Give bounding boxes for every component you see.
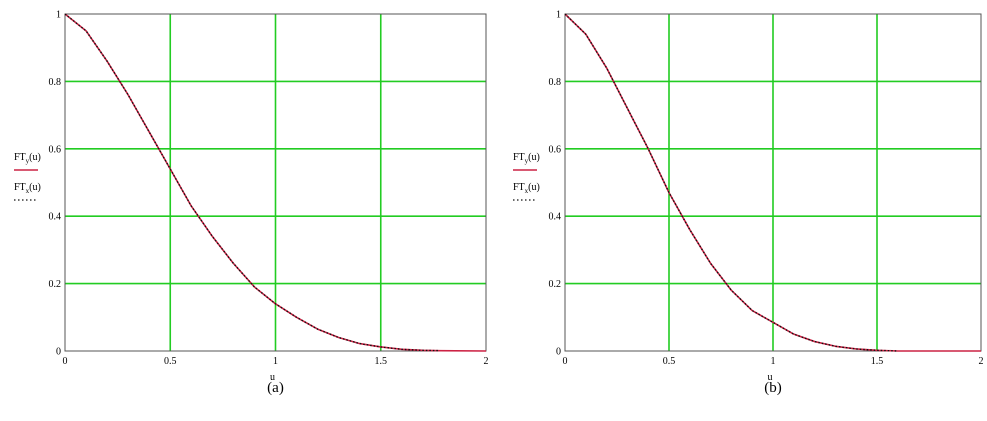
x-tick-label: 2: [484, 356, 489, 367]
plot-frame: [64, 13, 487, 352]
y-axis-series-label: FTx(u): [14, 182, 41, 195]
y-axis-series-label: FTy(u): [513, 152, 540, 165]
x-tick-label: 1: [771, 356, 776, 367]
y-axis-series-label: FTy(u): [14, 152, 41, 165]
x-tick-label: 1.5: [375, 356, 388, 367]
panel-caption: (a): [267, 380, 284, 396]
series-line-FTy: [564, 13, 981, 352]
series-line-FTx: [64, 13, 440, 352]
x-tick-label: 0.5: [663, 356, 676, 367]
x-axis-label: u: [768, 372, 773, 383]
y-tick-label: 0.4: [49, 212, 62, 223]
y-axis-series-label: FTx(u): [513, 182, 540, 195]
y-tick-label: 1: [556, 10, 561, 21]
chart-panel-a: 0 0.2 0.4 0.6 0.8 1 0 0.5 1 1.5 2 u(a) FTy(u) FTx(u): [14, 10, 489, 396]
plot-frame: [564, 13, 982, 352]
y-tick-label: 0.2: [549, 279, 562, 290]
chart-panel-b: 0 0.2 0.4 0.6 0.8 1 0 0.5 1 1.5 2 u(b) FTy(u) FTx(u): [513, 10, 984, 396]
y-tick-label: 0.6: [49, 144, 62, 155]
x-tick-label: 2: [979, 356, 984, 367]
x-tick-label: 0.5: [164, 356, 177, 367]
x-tick-label: 1: [273, 356, 278, 367]
y-tick-label: 0.4: [549, 212, 562, 223]
y-tick-label: 1: [56, 10, 61, 21]
series-line-FTx: [564, 13, 898, 352]
x-axis-label: u: [270, 372, 275, 383]
y-tick-label: 0.6: [549, 144, 562, 155]
x-tick-label: 0: [63, 356, 68, 367]
y-tick-label: 0.8: [49, 77, 62, 88]
y-tick-label: 0.8: [549, 77, 562, 88]
x-tick-label: 1.5: [871, 356, 884, 367]
x-tick-label: 0: [563, 356, 568, 367]
y-tick-label: 0: [556, 347, 561, 358]
panel-caption: (b): [764, 380, 782, 396]
y-tick-label: 0.2: [49, 279, 62, 290]
y-tick-label: 0: [56, 347, 61, 358]
